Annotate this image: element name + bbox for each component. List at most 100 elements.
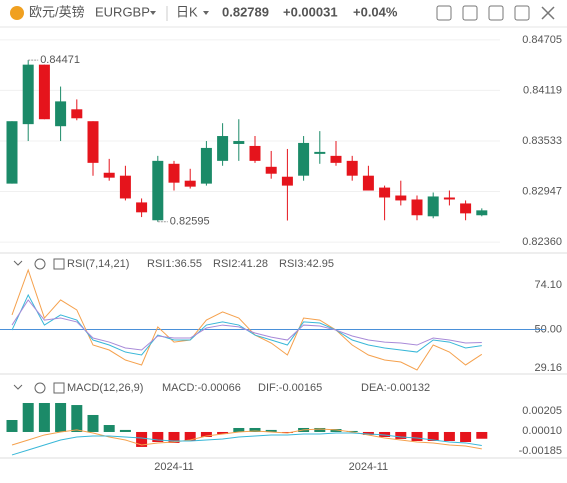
collapse-icon[interactable] [13, 384, 23, 390]
candle-body [119, 175, 131, 199]
macd-bar [233, 427, 245, 432]
candle-body [395, 195, 407, 201]
macd-bar [265, 429, 277, 432]
macd-bar [200, 431, 212, 438]
y-tick-label: 50.00 [534, 323, 562, 335]
macd-bar [136, 431, 148, 447]
candle-body [22, 64, 34, 125]
legend-entry: RSI3:42.95 [279, 258, 334, 270]
y-tick-label: 0.00205 [522, 405, 562, 417]
macd-bar [411, 431, 423, 441]
expand-icon[interactable] [53, 258, 65, 270]
macd-bar [103, 425, 115, 432]
panel-title: RSI(7,14,21) [67, 258, 129, 270]
symbol[interactable]: EURGBP [95, 4, 150, 19]
macd-bar [22, 402, 34, 432]
macd-bar [314, 427, 326, 432]
indicator-line [11, 428, 482, 450]
candle-body [427, 196, 439, 217]
header: 欧元/英镑 EURGBP 日K 0.82789 +0.00031 +0.04% [10, 4, 555, 21]
macd-bar [443, 431, 455, 441]
candle-body [379, 187, 391, 198]
candle-body [87, 121, 99, 163]
candle-body [281, 176, 293, 186]
tool-button[interactable] [436, 5, 452, 21]
annotation-label: 0.82595 [170, 216, 210, 228]
macd-bar [168, 431, 180, 443]
y-tick-label: 0.84705 [522, 34, 562, 46]
pair-name[interactable]: 欧元/英镑 [29, 4, 85, 19]
candle-body [476, 210, 488, 216]
macd-bar [476, 431, 488, 439]
legend-entry: RSI1:36.55 [147, 258, 202, 270]
candle-body [346, 160, 358, 176]
close-button[interactable] [541, 6, 555, 20]
candle-body [314, 151, 326, 154]
macd-bar [427, 431, 439, 441]
annotation-label: 0.84471 [40, 54, 80, 66]
change: +0.00031 [283, 4, 338, 19]
macd-bar [184, 431, 196, 441]
macd-bar [87, 414, 99, 432]
candle-body [411, 199, 423, 216]
expand-icon[interactable] [53, 382, 65, 394]
candle-body [265, 166, 277, 174]
macd-bar [152, 431, 164, 443]
candle-body [362, 175, 374, 191]
candle-body [38, 64, 50, 120]
collapse-icon[interactable] [13, 260, 23, 266]
macd-bar [249, 427, 261, 432]
candle-body [249, 145, 261, 161]
macd-bar [395, 431, 407, 439]
y-tick-label: 0.84119 [523, 84, 562, 96]
tool-button[interactable] [488, 5, 504, 21]
tool-button[interactable] [514, 5, 530, 21]
candle-body [298, 142, 310, 176]
macd-bar [330, 429, 342, 432]
macd-bar [346, 430, 358, 432]
indicator-line [11, 268, 483, 371]
candle-body [168, 163, 180, 183]
dropdown-icon[interactable] [150, 11, 156, 15]
y-tick-label: 0.83533 [522, 135, 562, 147]
macd-bar [362, 431, 374, 435]
period[interactable]: 日K [176, 4, 198, 19]
toolbar [436, 5, 555, 21]
macd-bar [281, 431, 293, 434]
candle-body [443, 197, 455, 200]
flag-icon [10, 6, 24, 20]
legend-entry: RSI2:41.28 [213, 258, 268, 270]
x-tick-label: 2024-11 [349, 461, 389, 473]
tool-button[interactable] [462, 5, 478, 21]
macd-bar [460, 431, 472, 443]
candle-body [200, 147, 212, 184]
candle-body [217, 136, 229, 161]
macd-bar [38, 402, 50, 432]
y-tick-label: 0.82947 [522, 185, 562, 197]
candle-body [6, 121, 18, 184]
candle-body [184, 180, 196, 187]
y-tick-label: -0.00185 [519, 445, 562, 457]
indicator-line [11, 293, 482, 356]
candle-body [136, 202, 148, 213]
macd-bar [6, 419, 18, 432]
macd-bar [217, 431, 229, 435]
candle-body [330, 155, 342, 163]
y-tick-label: 29.16 [534, 362, 562, 374]
candle-body [71, 109, 83, 119]
price: 0.82789 [222, 4, 269, 19]
candle-body [55, 101, 67, 127]
settings-icon[interactable] [34, 258, 46, 270]
macd-bar [55, 402, 67, 432]
macd-bar [119, 429, 131, 432]
dropdown-icon[interactable] [203, 11, 209, 15]
y-tick-label: 74.10 [534, 279, 562, 291]
candle-body [460, 203, 472, 214]
candle-body [152, 160, 164, 221]
legend-entry: MACD:-0.00066 [162, 382, 241, 394]
legend-entry: DIF:-0.00165 [258, 382, 322, 394]
indicator-line [11, 299, 482, 351]
settings-icon[interactable] [34, 382, 46, 394]
panel-title: MACD(12,26,9) [67, 382, 143, 394]
